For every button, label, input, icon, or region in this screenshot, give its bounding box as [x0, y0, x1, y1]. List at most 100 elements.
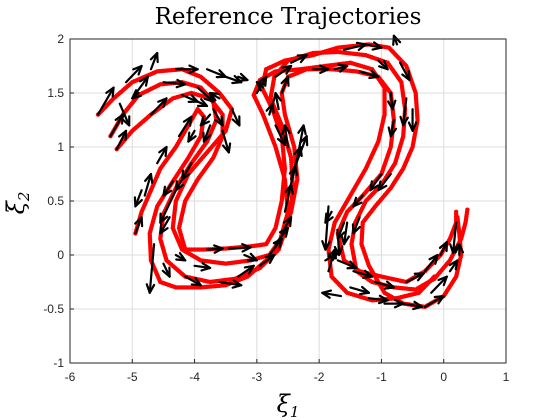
- y-tick-label: 1: [57, 140, 64, 154]
- velocity-arrow: [237, 72, 249, 82]
- velocity-arrow: [367, 294, 389, 305]
- velocity-arrow: [149, 97, 168, 116]
- velocity-arrow: [133, 189, 143, 208]
- velocity-arrow: [290, 54, 308, 64]
- trajectory-point: [432, 274, 437, 279]
- velocity-arrow: [174, 64, 199, 75]
- trajectory-point: [453, 209, 459, 214]
- velocity-arrow: [258, 253, 276, 267]
- x-axis-label: ξ1: [277, 390, 300, 420]
- velocity-arrow: [143, 172, 154, 197]
- velocity-arrow: [274, 124, 286, 146]
- velocity-arrow: [196, 98, 209, 108]
- velocity-arrow: [324, 251, 339, 262]
- velocity-arrow: [96, 86, 115, 116]
- velocity-arrow: [230, 108, 241, 127]
- y-tick-label: 2: [57, 32, 64, 46]
- velocity-arrow: [118, 102, 131, 127]
- x-tick-label: -4: [189, 370, 200, 384]
- velocity-arrow: [340, 221, 350, 246]
- x-tick-label: -3: [252, 370, 263, 384]
- velocity-arrow: [407, 108, 418, 132]
- velocity-arrow: [187, 129, 197, 143]
- velocity-arrow: [174, 252, 187, 262]
- velocity-arrow: [336, 259, 358, 270]
- velocity-arrow: [131, 89, 142, 100]
- velocity-arrow: [199, 113, 212, 127]
- velocity-arrow: [196, 86, 215, 103]
- velocity-arrow: [374, 280, 395, 290]
- velocity-arrow: [402, 300, 424, 311]
- chart-title: Reference Trajectories: [155, 4, 422, 30]
- tick-labels: -6 -5 -4 -3 -2 -1 0 1 -1 -0.5 0 0.5 1 1.5 2: [43, 32, 509, 384]
- x-tick-label: -6: [65, 370, 76, 384]
- velocity-arrow: [274, 64, 293, 78]
- velocity-arrow: [162, 180, 174, 197]
- velocity-arrow: [333, 232, 344, 257]
- velocity-arrow: [430, 275, 448, 294]
- velocity-arrow: [115, 129, 128, 151]
- y-tick-label: 0.5: [47, 194, 64, 208]
- velocity-arrow: [392, 34, 402, 46]
- velocity-arrow: [311, 64, 330, 75]
- velocity-arrow: [448, 259, 459, 273]
- velocity-arrow: [193, 262, 212, 272]
- y-tick-label: 0: [57, 248, 64, 262]
- velocity-arrow: [387, 118, 398, 138]
- velocity-arrow: [202, 124, 212, 143]
- velocity-arrow: [386, 91, 397, 111]
- velocity-arrow: [399, 61, 411, 82]
- velocity-arrow: [272, 91, 282, 111]
- velocity-arrow: [293, 135, 309, 170]
- velocity-arrow: [177, 115, 193, 138]
- velocity-arrow: [364, 41, 383, 51]
- velocity-arrow: [255, 81, 267, 92]
- velocity-arrow: [265, 102, 275, 116]
- velocity-arrow: [149, 51, 159, 71]
- velocity-arrow: [181, 162, 193, 181]
- velocity-arrow: [221, 129, 232, 154]
- x-tick-label: 1: [503, 370, 510, 384]
- velocity-arrow: [321, 205, 331, 251]
- y-tick-label: -1: [53, 356, 64, 370]
- velocity-arrow: [405, 272, 425, 284]
- velocity-arrow: [280, 75, 290, 95]
- x-tick-label: -5: [127, 370, 138, 384]
- velocity-arrow: [218, 279, 243, 289]
- velocity-arrow: [423, 253, 439, 273]
- velocity-arrow: [449, 221, 459, 254]
- velocity-arrow: [145, 243, 156, 294]
- velocity-arrow: [351, 216, 361, 235]
- velocity-arrow: [237, 264, 255, 278]
- velocity-arrow: [162, 78, 187, 89]
- velocity-arrow: [423, 294, 445, 308]
- velocity-arrow: [377, 59, 389, 71]
- velocity-arrow: [205, 244, 224, 254]
- velocity-arrow: [281, 124, 291, 149]
- velocity-arrow: [280, 216, 293, 235]
- velocity-arrow: [358, 69, 380, 80]
- velocity-arrow: [454, 243, 465, 257]
- velocity-arrow: [159, 216, 171, 235]
- x-tick-label: -2: [314, 370, 325, 384]
- velocity-arrow: [352, 269, 374, 279]
- y-axis-label: ξ2: [2, 192, 33, 215]
- velocity-arrow: [227, 243, 252, 253]
- x-tick-label: -1: [376, 370, 387, 384]
- velocity-arrow: [161, 262, 171, 278]
- arrow-layer: [96, 34, 465, 311]
- velocity-arrow: [159, 189, 177, 224]
- velocity-arrow: [377, 172, 392, 192]
- velocity-arrow: [333, 63, 349, 73]
- y-tick-label: 1.5: [47, 86, 64, 100]
- velocity-arrow: [156, 145, 168, 165]
- velocity-arrow: [184, 275, 202, 287]
- velocity-arrow: [243, 252, 258, 262]
- velocity-arrow: [399, 97, 409, 127]
- velocity-arrow: [349, 285, 371, 296]
- velocity-arrow: [212, 108, 224, 127]
- velocity-arrow: [324, 210, 334, 224]
- velocity-arrow: [134, 216, 144, 235]
- velocity-arrow: [438, 240, 448, 257]
